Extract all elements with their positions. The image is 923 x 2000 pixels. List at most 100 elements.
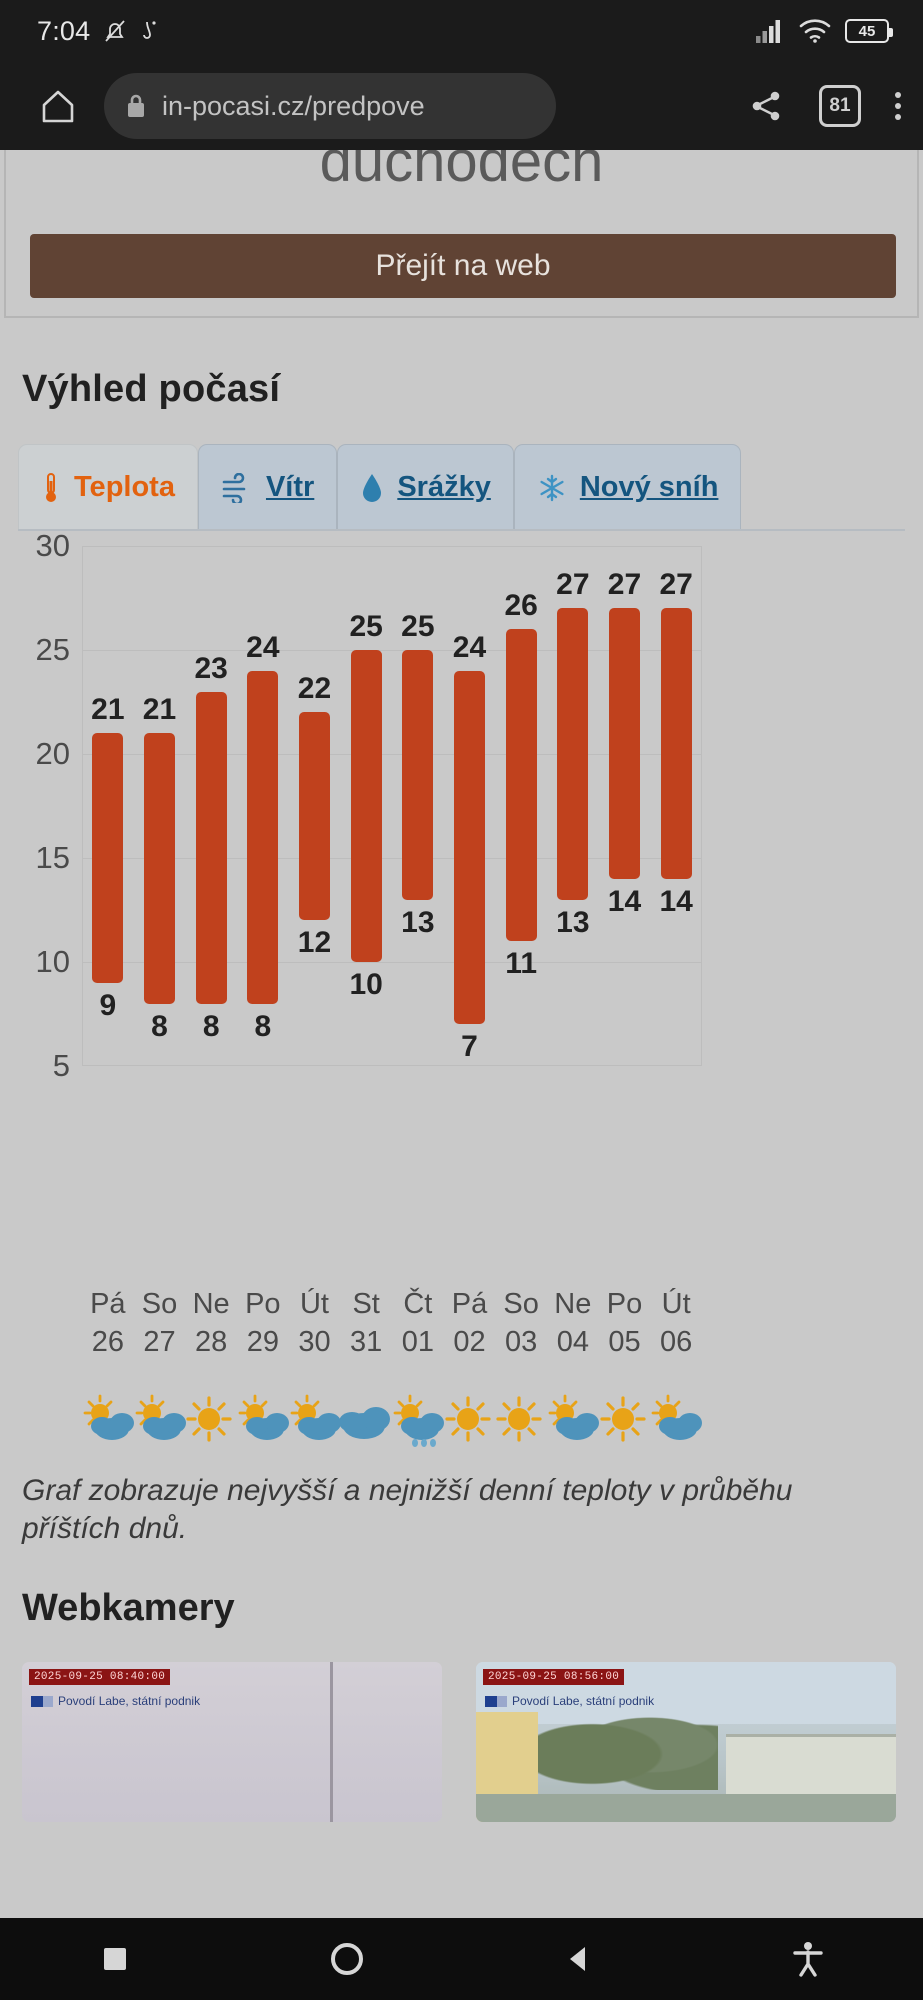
cloud-icon: [334, 1393, 398, 1447]
bar-high-value: 27: [556, 568, 590, 602]
bar-high-value: 22: [297, 672, 332, 706]
x-axis-tick: Po 29: [237, 1285, 289, 1362]
bar-low-value: 7: [461, 1030, 478, 1064]
bar-high-value: 27: [659, 568, 693, 602]
x-axis-tick: Ne 28: [185, 1285, 237, 1362]
tab-teplota[interactable]: Teplota: [18, 444, 198, 530]
webcam-gallery: 2025-09-25 08:40:00 Povodí Labe, státní …: [22, 1662, 902, 1822]
x-axis-day-name: Út: [661, 1288, 691, 1320]
vibrate-icon: [140, 18, 160, 44]
tab-count-label: 81: [829, 95, 851, 116]
flag-icon: [485, 1695, 507, 1707]
wifi-icon: [799, 18, 831, 44]
webcam-label-text: Povodí Labe, státní podnik: [58, 1694, 201, 1708]
advertisement[interactable]: důchodech Přejít na web: [4, 150, 919, 318]
bar-low-value: 12: [297, 926, 332, 960]
bar-low-value: 14: [607, 884, 642, 918]
triangle-back-icon[interactable]: [562, 1942, 596, 1976]
ad-cta-button[interactable]: Přejít na web: [30, 234, 896, 298]
bar: [195, 691, 227, 1004]
kebab-dot: [895, 92, 901, 98]
x-axis-day-name: St: [352, 1288, 380, 1320]
address-bar[interactable]: in-pocasi.cz/predpovе: [104, 73, 556, 139]
kebab-menu-icon[interactable]: [895, 92, 901, 120]
gridline: [82, 962, 702, 963]
share-icon[interactable]: [747, 87, 785, 125]
bar-high-value: 25: [401, 610, 435, 643]
webcam-timestamp: 2025-09-25 08:56:00: [483, 1669, 625, 1685]
x-axis-day-number: 06: [660, 1326, 693, 1359]
y-axis-labels: 30 25 20 15 10 5: [0, 528, 70, 1083]
plot-border: [82, 546, 702, 1066]
temperature-chart: 30 25 20 15 10 5 21 9 21 8 23 8 24 8 22 12 25 10 25 13 24 7 2…: [0, 528, 923, 1285]
accessibility-icon[interactable]: [791, 1940, 825, 1978]
bar-low-value: 8: [151, 1009, 168, 1043]
x-axis-day-name: So: [503, 1288, 539, 1320]
x-axis-day-name: Po: [606, 1288, 643, 1320]
home-icon[interactable]: [30, 87, 86, 125]
x-axis-tick: Pá 26: [82, 1285, 134, 1362]
tab-vitr[interactable]: Vítr: [197, 444, 338, 530]
square-recents-icon[interactable]: [98, 1942, 132, 1976]
tab-srazky[interactable]: Srážky: [337, 444, 514, 530]
thermometer-icon: [41, 471, 61, 505]
sun-cloud-icon: [644, 1393, 708, 1447]
page-content: důchodech Přejít na web Výhled počasí Te…: [0, 150, 923, 1918]
bar: [92, 733, 124, 983]
x-axis-tick: Út 06: [650, 1285, 702, 1362]
webcams-heading: Webkamery: [22, 1587, 235, 1629]
webcam-label: Povodí Labe, státní podnik: [485, 1694, 654, 1708]
status-bar: 7:04: [0, 0, 923, 62]
webcam-thumbnail[interactable]: 2025-09-25 08:40:00 Povodí Labe, státní …: [22, 1662, 442, 1822]
bar-low-value: 14: [659, 884, 693, 918]
tab-novy-snih[interactable]: Nový sníh: [513, 444, 742, 530]
y-axis-tick: 5: [52, 1048, 70, 1083]
x-axis-tick: So 03: [495, 1285, 547, 1362]
bar: [299, 712, 330, 921]
bar: [402, 650, 434, 900]
y-axis-tick: 30: [35, 528, 70, 563]
x-axis-day-number: 03: [505, 1326, 538, 1359]
webcam-pole: [330, 1662, 333, 1822]
gridline: [82, 858, 702, 859]
bar: [660, 608, 692, 879]
battery-level: 45: [858, 22, 876, 40]
x-axis-day-number: 28: [195, 1326, 228, 1359]
bar: [557, 608, 589, 900]
webcam-ground: [476, 1794, 896, 1822]
status-bar-right: 45: [755, 18, 893, 44]
battery-indicator: 45: [845, 19, 893, 43]
webcam-building-right: [726, 1734, 896, 1796]
kebab-dot: [895, 114, 901, 120]
bar-high-value: 21: [91, 693, 125, 727]
sun-cloud-icon: [128, 1393, 192, 1447]
sun-cloud-icon: [541, 1393, 605, 1447]
webcam-thumbnail[interactable]: 2025-09-25 08:56:00 Povodí Labe, státní …: [476, 1662, 896, 1822]
webcam-label-text: Povodí Labe, státní podnik: [512, 1694, 655, 1708]
forecast-tabs: Teplota Vítr Srážky: [18, 444, 742, 530]
bar-high-value: 24: [452, 630, 487, 664]
weather-icon-row: [0, 1393, 923, 1453]
tab-label: Teplota: [74, 471, 175, 503]
bar: [144, 733, 175, 1004]
bar: [247, 670, 279, 1004]
bar: [350, 650, 382, 962]
wind-icon: [221, 472, 253, 503]
tab-label: Nový sníh: [579, 471, 719, 503]
bar-low-value: 13: [556, 905, 590, 939]
bar-low-value: 9: [99, 988, 117, 1022]
status-bar-left: 7:04: [37, 16, 160, 47]
x-axis-day-name: Pá: [451, 1288, 488, 1320]
bar: [505, 629, 537, 942]
bar-high-value: 25: [349, 610, 383, 643]
clock: 7:04: [37, 15, 91, 46]
y-axis-tick: 15: [35, 840, 70, 875]
android-navigation-bar: [0, 1918, 923, 2000]
x-axis-tick: Ne 04: [547, 1285, 599, 1362]
plot-area: 21 9 21 8 23 8 24 8 22 12 25 10 25 13 24 7 26 11 27 13 27 14 2…: [82, 546, 702, 1066]
page-title: Výhled počasí: [22, 368, 281, 410]
tab-count-button[interactable]: 81: [819, 85, 861, 127]
sun-cloud-rain-icon: [386, 1393, 450, 1447]
circle-home-icon[interactable]: [327, 1939, 367, 1979]
